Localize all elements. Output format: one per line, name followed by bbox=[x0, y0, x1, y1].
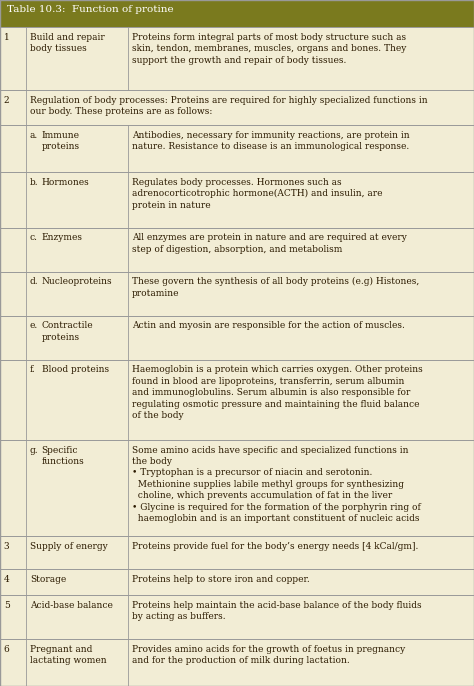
Text: 1: 1 bbox=[4, 33, 9, 42]
Text: Proteins provide fuel for the body’s energy needs [4 kCal/gm].: Proteins provide fuel for the body’s ene… bbox=[132, 542, 418, 551]
Bar bbox=[0, 27, 474, 91]
Bar bbox=[0, 172, 474, 228]
Text: Haemoglobin is a protein which carries oxygen. Other proteins
found in blood are: Haemoglobin is a protein which carries o… bbox=[132, 366, 422, 421]
Text: Regulates body processes. Hormones such as
adrenocorticotrophic hormone(ACTH) an: Regulates body processes. Hormones such … bbox=[132, 178, 382, 210]
Text: Provides amino acids for the growth of foetus in pregnancy
and for the productio: Provides amino acids for the growth of f… bbox=[132, 645, 405, 665]
Text: Storage: Storage bbox=[30, 575, 66, 584]
Bar bbox=[0, 228, 474, 272]
Bar bbox=[0, 536, 474, 569]
Text: Enzymes: Enzymes bbox=[42, 233, 82, 242]
Text: Actin and myosin are responsible for the action of muscles.: Actin and myosin are responsible for the… bbox=[132, 321, 405, 331]
Text: Supply of energy: Supply of energy bbox=[30, 542, 108, 551]
Text: 3: 3 bbox=[4, 542, 9, 551]
Text: 4: 4 bbox=[4, 575, 9, 584]
Bar bbox=[0, 639, 474, 686]
Text: Acid-base balance: Acid-base balance bbox=[30, 601, 113, 610]
Bar bbox=[0, 595, 474, 639]
Text: Antibodies, necessary for immunity reactions, are protein in
nature. Resistance : Antibodies, necessary for immunity react… bbox=[132, 131, 410, 152]
Text: Regulation of body processes: Proteins are required for highly specialized funct: Regulation of body processes: Proteins a… bbox=[30, 96, 428, 117]
Text: g.: g. bbox=[30, 445, 38, 455]
Text: Specific
functions: Specific functions bbox=[42, 445, 84, 466]
Bar bbox=[0, 569, 474, 595]
Bar bbox=[0, 272, 474, 316]
Text: Pregnant and
lactating women: Pregnant and lactating women bbox=[30, 645, 107, 665]
Text: 6: 6 bbox=[4, 645, 9, 654]
Text: Contractile
proteins: Contractile proteins bbox=[42, 321, 93, 342]
Text: Immune
proteins: Immune proteins bbox=[42, 131, 80, 152]
Bar bbox=[0, 126, 474, 172]
Text: a.: a. bbox=[30, 131, 38, 140]
Bar bbox=[0, 0, 474, 27]
Text: 5: 5 bbox=[4, 601, 9, 610]
Text: Proteins form integral parts of most body structure such as
skin, tendon, membra: Proteins form integral parts of most bod… bbox=[132, 33, 406, 65]
Text: f.: f. bbox=[30, 366, 36, 375]
Text: These govern the synthesis of all body proteins (e.g) Histones,
protamine: These govern the synthesis of all body p… bbox=[132, 277, 419, 298]
Text: d.: d. bbox=[30, 277, 38, 286]
Text: Proteins help maintain the acid-base balance of the body fluids
by acting as buf: Proteins help maintain the acid-base bal… bbox=[132, 601, 421, 622]
Text: b.: b. bbox=[30, 178, 38, 187]
Text: 2: 2 bbox=[4, 96, 9, 105]
Text: Blood proteins: Blood proteins bbox=[42, 366, 109, 375]
Bar bbox=[0, 316, 474, 360]
Text: Proteins help to store iron and copper.: Proteins help to store iron and copper. bbox=[132, 575, 310, 584]
Text: e.: e. bbox=[30, 321, 38, 331]
Text: Nucleoproteins: Nucleoproteins bbox=[42, 277, 112, 286]
Text: All enzymes are protein in nature and are required at every
step of digestion, a: All enzymes are protein in nature and ar… bbox=[132, 233, 407, 254]
Text: Some amino acids have specific and specialized functions in
the body
• Tryptopha: Some amino acids have specific and speci… bbox=[132, 445, 420, 523]
Text: Hormones: Hormones bbox=[42, 178, 90, 187]
Text: Table 10.3:  Function of protine: Table 10.3: Function of protine bbox=[7, 5, 174, 14]
Bar bbox=[0, 440, 474, 536]
Text: Build and repair
body tissues: Build and repair body tissues bbox=[30, 33, 105, 54]
Text: c.: c. bbox=[30, 233, 38, 242]
Bar bbox=[0, 360, 474, 440]
Bar bbox=[0, 91, 474, 126]
